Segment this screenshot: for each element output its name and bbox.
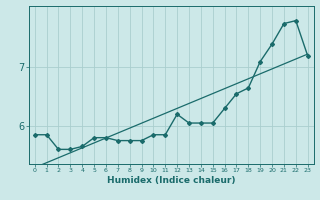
X-axis label: Humidex (Indice chaleur): Humidex (Indice chaleur) (107, 176, 236, 185)
